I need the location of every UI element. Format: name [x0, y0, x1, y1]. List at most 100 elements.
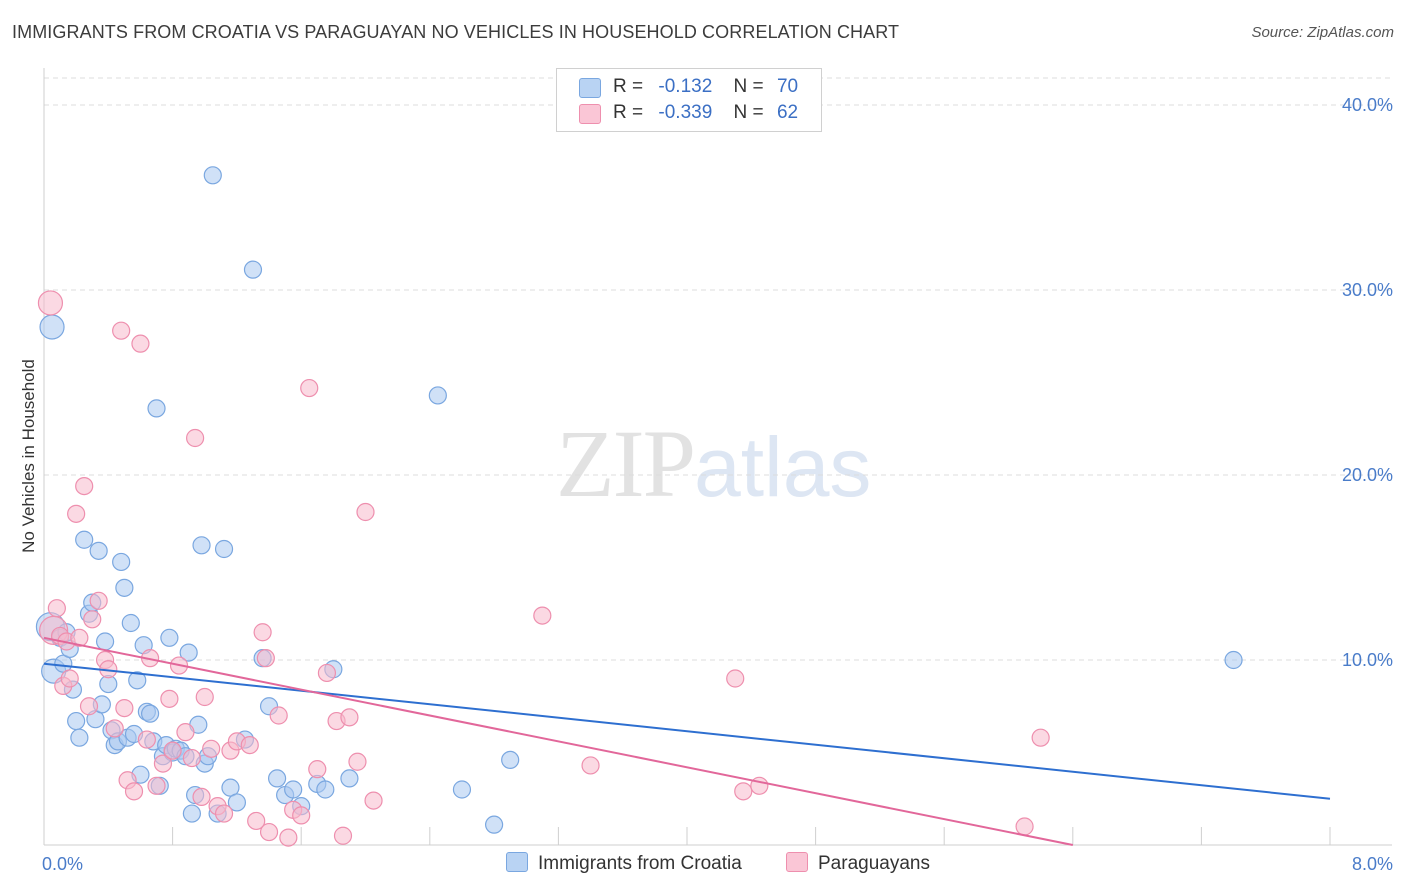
croatia-point — [203, 166, 222, 185]
croatia-point — [95, 632, 115, 651]
legend-r-value: -0.132 — [658, 76, 713, 97]
croatia-point — [70, 728, 89, 747]
x-tick-label: 0.0% — [42, 854, 83, 874]
watermark: ZIPatlas — [556, 408, 871, 519]
paraguay-point — [1031, 728, 1050, 747]
source-label: Source: ZipAtlas.com — [1251, 24, 1394, 41]
paraguay-point — [1015, 817, 1034, 836]
croatia-point — [267, 769, 287, 788]
paraguay-point — [163, 741, 182, 760]
croatia-point — [214, 539, 234, 559]
croatia-point — [179, 643, 198, 662]
legend-n-value: 70 — [776, 76, 799, 97]
paraguay-point — [240, 735, 259, 755]
paraguay-point — [131, 334, 150, 353]
paraguay-point — [75, 477, 94, 496]
chart-title: IMMIGRANTS FROM CROATIA VS PARAGUAYAN NO… — [12, 22, 900, 42]
croatia-point — [140, 704, 160, 723]
paraguay-swatch — [579, 104, 601, 124]
y-tick-label: 10.0% — [1342, 650, 1393, 670]
paraguay-point — [292, 806, 311, 825]
paraguay-point — [160, 689, 179, 708]
paraguay-point — [256, 649, 275, 668]
paraguay-point — [147, 776, 166, 795]
axes — [43, 68, 1392, 846]
paraguay-point — [176, 723, 195, 742]
paraguay-point — [105, 719, 124, 738]
legend-r-label: R = — [613, 76, 644, 97]
paraguay-point — [47, 599, 66, 618]
x-tick-label: 8.0% — [1352, 854, 1393, 874]
croatia-point — [182, 804, 201, 823]
paraguay-point — [300, 378, 319, 398]
paraguay-trend-line — [43, 636, 1073, 846]
croatia-point — [147, 399, 166, 418]
croatia-trend-line — [43, 662, 1331, 800]
paraguay-point — [70, 628, 89, 647]
paraguay-point — [192, 787, 211, 807]
croatia-point — [121, 613, 140, 633]
paraguay-point — [79, 697, 99, 716]
watermark-zip: ZIP — [556, 410, 696, 517]
paraguay-point — [124, 782, 144, 801]
croatia-point — [284, 780, 303, 799]
paraguay-point — [214, 804, 234, 823]
paraguay-point — [253, 623, 272, 642]
croatia-point — [428, 386, 447, 405]
legend-n-label: N = — [733, 76, 764, 97]
bottom-legend-croatia: Immigrants from Croatia — [506, 852, 742, 875]
paraguay-point — [317, 663, 337, 683]
paraguay-point — [247, 811, 266, 831]
paraguay-point — [60, 669, 79, 688]
croatia-point — [160, 628, 179, 647]
croatia-point — [75, 530, 94, 549]
legend-n-value: 62 — [776, 102, 799, 123]
y-tick-label: 20.0% — [1342, 465, 1393, 485]
croatia-point — [501, 750, 520, 770]
series-paraguay-points — [37, 290, 1050, 847]
paraguay-point — [37, 290, 64, 316]
croatia-point — [243, 260, 263, 279]
paraguay-point — [356, 502, 375, 522]
paraguay-point — [182, 748, 201, 768]
paraguay-point — [333, 826, 353, 845]
croatia-point — [485, 815, 504, 834]
legend-r-value: -0.339 — [658, 102, 713, 123]
croatia-point — [1224, 650, 1243, 670]
paraguay-point — [581, 756, 600, 775]
y-tick-label: 40.0% — [1342, 95, 1393, 115]
series-croatia-points — [35, 166, 1243, 834]
legend-r-label: R = — [613, 102, 644, 123]
croatia-point — [128, 671, 147, 690]
gridlines — [44, 77, 1392, 661]
croatia-point — [340, 769, 359, 788]
bottom-legend-label: Paraguayans — [818, 853, 930, 874]
paraguay-point — [112, 321, 131, 340]
paraguay-point — [115, 698, 134, 718]
croatia-point — [39, 314, 65, 340]
paraguay-point — [269, 706, 288, 725]
croatia-point — [115, 578, 134, 597]
paraguay-point — [186, 428, 205, 448]
paraguay-point — [340, 708, 359, 727]
watermark-atlas: atlas — [694, 420, 872, 514]
paraguay-point — [308, 760, 327, 779]
croatia-point — [452, 780, 472, 799]
croatia-swatch — [579, 78, 601, 98]
croatia-swatch — [506, 852, 528, 872]
croatia-point — [67, 711, 86, 731]
legend-n-label: N = — [733, 102, 764, 123]
correlation-legend: R = -0.132 N = 70 R = -0.339 N = 62 — [556, 68, 822, 132]
y-axis-label: No Vehicles in Household — [19, 359, 38, 553]
croatia-point — [89, 541, 108, 560]
paraguay-point — [195, 687, 214, 707]
trend-lines — [43, 636, 1331, 846]
paraguay-point — [726, 669, 745, 688]
paraguay-point — [153, 754, 173, 773]
paraguay-point — [533, 606, 552, 625]
croatia-point — [112, 552, 131, 572]
paraguay-point — [67, 504, 86, 523]
paraguay-point — [83, 610, 102, 629]
bottom-legend-paraguay: Paraguayans — [786, 852, 930, 875]
